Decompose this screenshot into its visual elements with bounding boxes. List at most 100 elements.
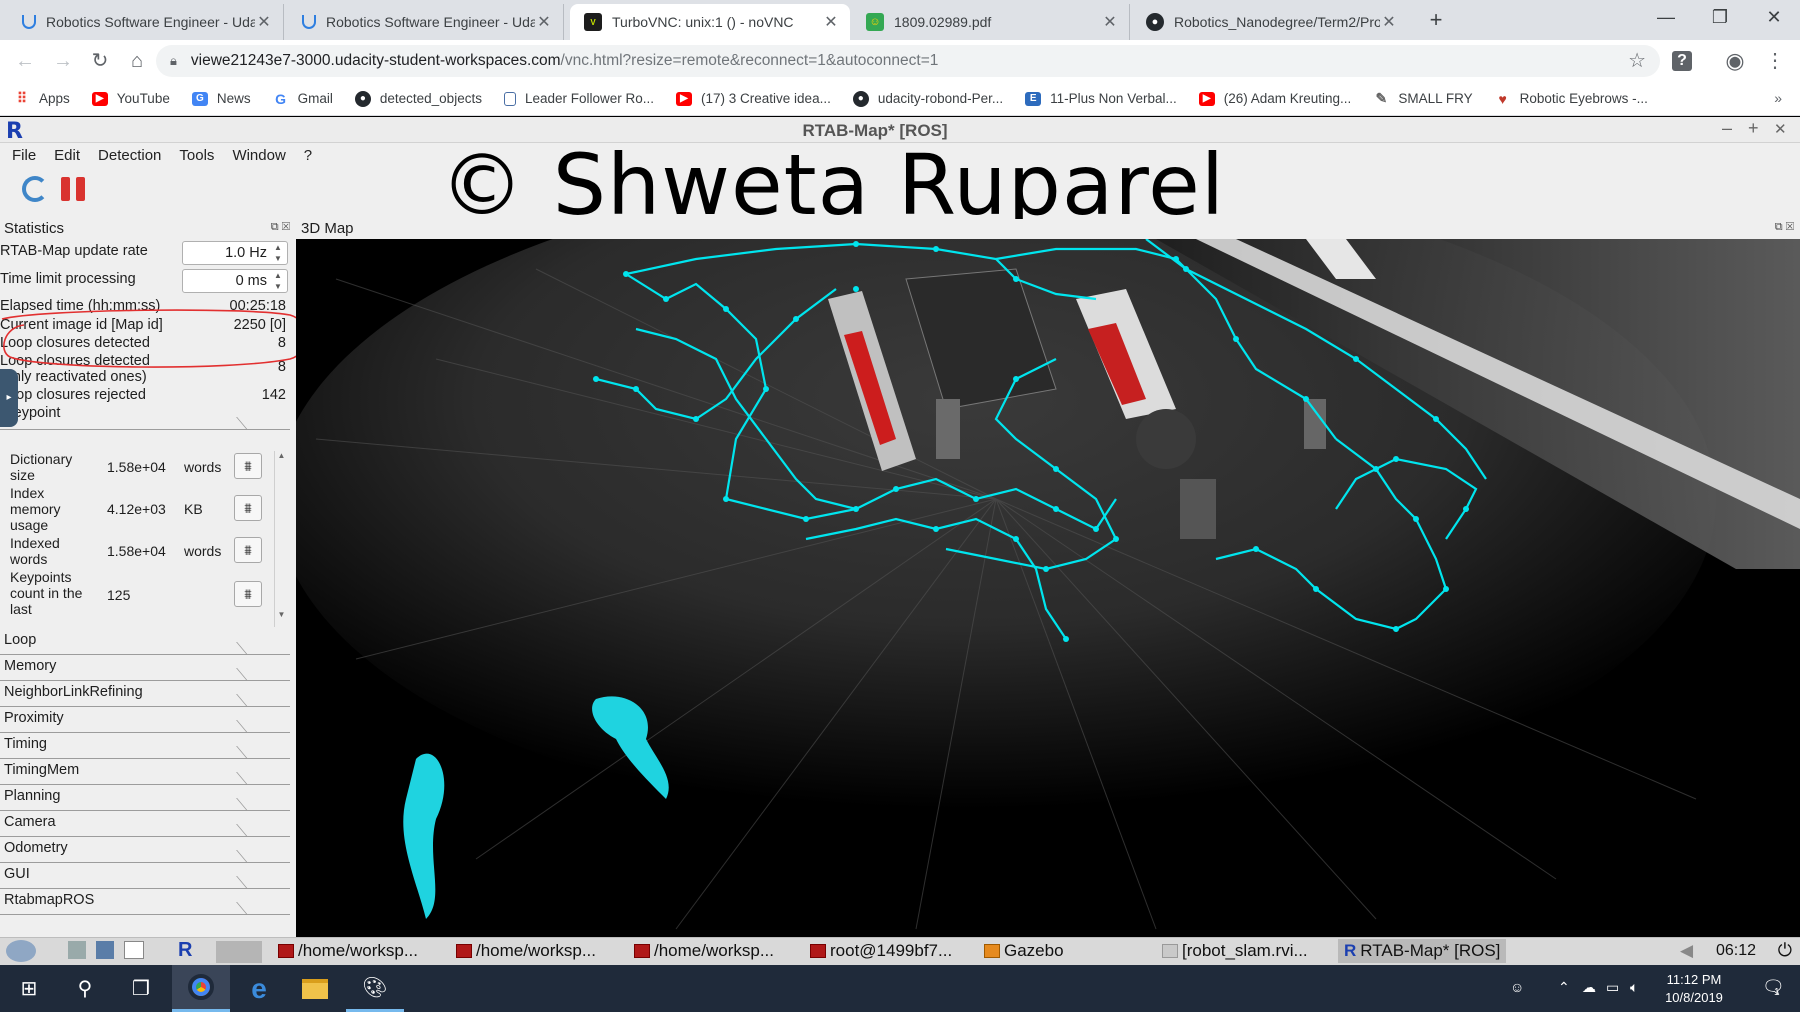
menu-help[interactable]: ?: [303, 146, 313, 164]
spin-arrows-icon[interactable]: ▲ ▼: [274, 271, 282, 291]
bookmark-udacity-robond[interactable]: ● udacity-robond-Per...: [852, 90, 1003, 107]
plot-button[interactable]: ⩩: [234, 495, 262, 521]
section-gui[interactable]: GUI: [0, 863, 290, 889]
menu-detection[interactable]: Detection: [98, 146, 162, 164]
bookmark-creative-ideas[interactable]: ▶ (17) 3 Creative idea...: [676, 91, 831, 106]
section-loop[interactable]: Loop: [0, 629, 290, 655]
bookmark-robotic-eyebrows[interactable]: ♥ Robotic Eyebrows -...: [1495, 91, 1647, 107]
task-gazebo[interactable]: Gazebo: [984, 941, 1064, 961]
task-view-icon[interactable]: ❐: [132, 978, 150, 1000]
file-explorer-taskbar-icon[interactable]: [286, 965, 344, 1012]
chrome-taskbar-icon[interactable]: [172, 965, 230, 1012]
close-icon[interactable]: ✕: [537, 14, 551, 31]
menu-kebab-icon[interactable]: ⋮: [1765, 50, 1785, 72]
onedrive-icon[interactable]: ☁: [1582, 979, 1596, 995]
bookmark-detected-objects[interactable]: ● detected_objects: [354, 90, 482, 107]
close-icon[interactable]: ✕: [1382, 14, 1396, 31]
speaker-icon[interactable]: 🔈︎: [1630, 979, 1639, 995]
browser-tab-3-active[interactable]: V TurboVNC: unix:1 () - noVNC ✕: [570, 4, 850, 40]
bookmark-11-plus[interactable]: E 11-Plus Non Verbal...: [1025, 91, 1177, 106]
battery-icon[interactable]: ▭: [1606, 979, 1620, 995]
search-icon[interactable]: ⚲: [77, 978, 93, 1000]
rtabmap-launcher-icon[interactable]: R: [178, 939, 193, 961]
task-rviz[interactable]: [robot_slam.rvi...: [1162, 941, 1308, 961]
section-camera[interactable]: Camera: [0, 811, 290, 837]
maximize-window-button[interactable]: ❐: [1711, 7, 1729, 27]
task-terminal-1[interactable]: /home/worksp...: [278, 941, 418, 961]
windows-start-icon[interactable]: ⊞: [20, 978, 38, 1000]
dock-float-close-buttons[interactable]: ⧉ ☒: [270, 221, 290, 233]
forward-arrow-icon[interactable]: →: [53, 50, 73, 72]
window-icon[interactable]: [124, 941, 144, 959]
keypoint-scrollbar[interactable]: ▲ ▼: [274, 451, 288, 627]
home-icon[interactable]: ⌂: [130, 50, 144, 72]
power-icon[interactable]: ⏻: [1777, 940, 1792, 960]
spin-arrows-icon[interactable]: ▲ ▼: [274, 243, 282, 263]
bookmark-apps[interactable]: ⠿ Apps: [14, 90, 70, 106]
address-bar[interactable]: 🔒︎ viewe21243e7-3000.udacity-student-wor…: [156, 45, 1660, 77]
rtab-maximize-button[interactable]: +: [1748, 118, 1759, 138]
refresh-icon[interactable]: [22, 176, 48, 202]
notifications-icon[interactable]: 🗨︎: [1762, 977, 1785, 997]
taskbar-clock[interactable]: 11:12 PM 10/8/2019: [1665, 972, 1723, 1005]
menu-tools[interactable]: Tools: [179, 146, 215, 164]
more-bookmarks-button[interactable]: »: [1774, 90, 1782, 106]
close-window-button[interactable]: ✕: [1766, 7, 1782, 27]
back-arrow-icon[interactable]: ←: [15, 50, 35, 72]
3d-map-view[interactable]: [296, 239, 1800, 937]
rtab-minimize-button[interactable]: –: [1722, 118, 1733, 138]
profile-avatar-icon[interactable]: ◉: [1725, 48, 1745, 73]
rtab-close-button[interactable]: ✕: [1774, 121, 1787, 138]
menu-launcher-icon[interactable]: [6, 940, 36, 962]
files-icon[interactable]: [68, 941, 86, 959]
section-planning[interactable]: Planning: [0, 785, 290, 811]
browser-tab-2[interactable]: Robotics Software Engineer - Uda ✕: [288, 4, 564, 40]
edge-taskbar-icon[interactable]: e: [251, 972, 267, 1004]
extension-icon[interactable]: ?: [1672, 51, 1692, 71]
close-icon[interactable]: ✕: [1103, 14, 1117, 31]
menu-window[interactable]: Window: [232, 146, 286, 164]
plot-button[interactable]: ⩩: [234, 581, 262, 607]
browser-tab-5[interactable]: ● Robotics_Nanodegree/Term2/Pro ✕: [1132, 4, 1408, 40]
task-terminal-2[interactable]: /home/worksp...: [456, 941, 596, 961]
bookmark-youtube[interactable]: ▶ YouTube: [91, 91, 170, 106]
section-timing-mem[interactable]: TimingMem: [0, 759, 290, 785]
side-handle[interactable]: ▸: [0, 369, 18, 427]
menu-edit[interactable]: Edit: [54, 146, 81, 164]
workspace-switcher[interactable]: [216, 941, 262, 963]
people-icon[interactable]: ☺: [1510, 979, 1525, 995]
section-timing[interactable]: Timing: [0, 733, 290, 759]
plot-button[interactable]: ⩩: [234, 537, 262, 563]
menu-file[interactable]: File: [12, 146, 37, 164]
reload-icon[interactable]: ↻: [91, 50, 109, 72]
bookmark-leader-follower[interactable]: Leader Follower Ro...: [503, 91, 654, 106]
bookmark-adam-kreuting[interactable]: ▶ (26) Adam Kreuting...: [1198, 91, 1351, 106]
new-tab-button[interactable]: +: [1429, 7, 1443, 32]
chevron-up-icon[interactable]: ⌃: [1558, 979, 1570, 995]
plot-button[interactable]: ⩩: [234, 453, 262, 479]
section-odometry[interactable]: Odometry: [0, 837, 290, 863]
section-keypoint[interactable]: Keypoint: [0, 402, 290, 430]
paint-taskbar-icon[interactable]: 🎨︎: [346, 965, 404, 1012]
pause-icon[interactable]: [61, 177, 85, 201]
section-memory[interactable]: Memory: [0, 655, 290, 681]
settings-icon[interactable]: [96, 941, 114, 959]
bookmark-star-icon[interactable]: ☆: [1628, 50, 1646, 72]
task-terminal-3[interactable]: /home/worksp...: [634, 941, 774, 961]
minimize-window-button[interactable]: —: [1657, 7, 1675, 27]
dock-float-close-buttons[interactable]: ⧉ ☒: [1774, 221, 1794, 233]
section-rtabmap-ros[interactable]: RtabmapROS: [0, 889, 290, 915]
bookmark-news[interactable]: G News: [191, 91, 251, 106]
bookmark-small-fry[interactable]: ✎ SMALL FRY: [1373, 90, 1472, 106]
volume-icon[interactable]: ◀︎: [1680, 941, 1694, 960]
close-icon[interactable]: ✕: [824, 14, 838, 31]
time-limit-spinbox[interactable]: 0 ms ▲ ▼: [182, 269, 288, 293]
update-rate-spinbox[interactable]: 1.0 Hz ▲ ▼: [182, 241, 288, 265]
task-rtabmap[interactable]: R RTAB-Map* [ROS]: [1338, 939, 1507, 963]
close-icon[interactable]: ✕: [257, 14, 271, 31]
bookmark-gmail[interactable]: G Gmail: [273, 91, 333, 107]
browser-tab-1[interactable]: Robotics Software Engineer - Uda ✕: [8, 4, 284, 40]
section-neighbor-link-refining[interactable]: NeighborLinkRefining: [0, 681, 290, 707]
section-proximity[interactable]: Proximity: [0, 707, 290, 733]
browser-tab-4[interactable]: ☺ 1809.02989.pdf ✕: [852, 4, 1130, 40]
